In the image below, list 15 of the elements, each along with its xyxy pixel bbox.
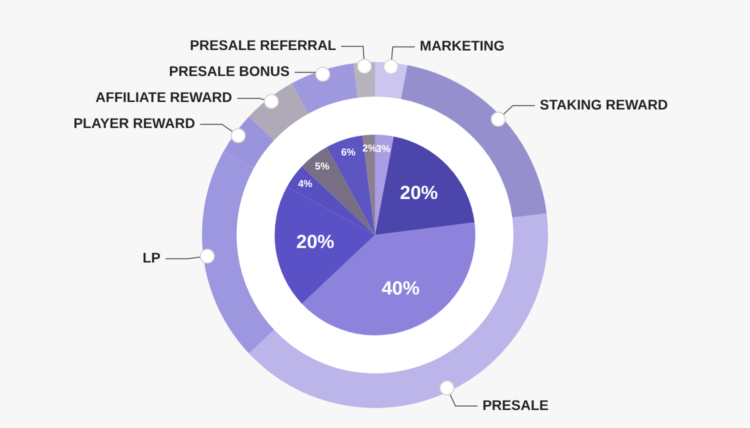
data-label: 5%	[314, 162, 330, 173]
slice-label: PRESALE REFERRAL	[190, 37, 337, 54]
data-label: 6%	[341, 148, 356, 159]
data-label: 4%	[298, 179, 313, 190]
slice-label: MARKETING	[420, 38, 505, 54]
data-label: 20%	[400, 183, 438, 204]
data-label: 40%	[382, 278, 420, 300]
data-label: 3%	[376, 144, 390, 155]
data-label: 20%	[296, 232, 334, 253]
slice-label: PRESALE BONUS	[169, 63, 290, 80]
slice-label: AFFILIATE REWARD	[96, 89, 232, 106]
slice-label: PLAYER REWARD	[73, 115, 196, 132]
slice-label: STAKING REWARD	[540, 96, 668, 112]
slice-label: LP	[142, 250, 160, 266]
slice-label: PRESALE	[482, 396, 549, 413]
